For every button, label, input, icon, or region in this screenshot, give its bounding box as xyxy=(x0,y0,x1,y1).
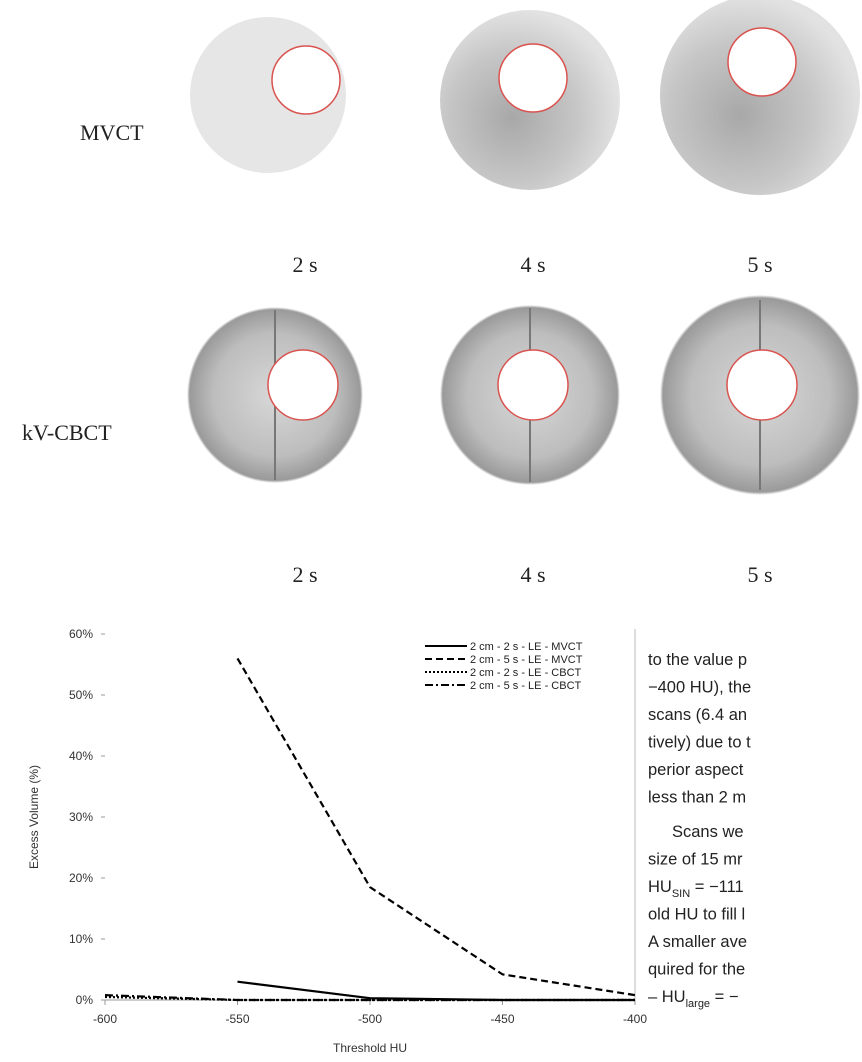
subscript: large xyxy=(686,998,710,1010)
scan-images xyxy=(187,0,860,495)
roi-circle xyxy=(272,46,340,114)
series-line xyxy=(238,982,636,1000)
legend-label: 2 cm - 2 s - LE - CBCT xyxy=(470,667,582,679)
roi-circle xyxy=(727,350,797,420)
body-line: quired for the xyxy=(648,960,745,978)
y-tick-label: 10% xyxy=(69,932,93,946)
y-tick-label: 30% xyxy=(69,810,93,824)
time-label: 2 s xyxy=(292,562,317,587)
roi-circle xyxy=(728,28,796,96)
text-run: Scans we xyxy=(672,823,744,841)
time-label: 5 s xyxy=(747,562,772,587)
text-run: = − xyxy=(710,988,738,1006)
legend-label: 2 cm - 2 s - LE - MVCT xyxy=(470,641,583,653)
body-line: size of 15 mr xyxy=(648,850,743,868)
y-axis-label: Excess Volume (%) xyxy=(27,765,41,869)
legend-label: 2 cm - 5 s - LE - CBCT xyxy=(470,680,582,692)
text-run: to the value p xyxy=(648,651,747,669)
body-line: tively) due to t xyxy=(648,734,751,752)
body-line: A smaller ave xyxy=(648,933,747,951)
y-tick-label: 0% xyxy=(76,993,94,1007)
y-tick-label: 20% xyxy=(69,871,93,885)
body-line: to the value p xyxy=(648,651,747,669)
subscript: SIN xyxy=(672,888,690,900)
x-tick-label: -600 xyxy=(93,1012,117,1026)
roi-circle xyxy=(498,350,568,420)
roi-circle xyxy=(268,350,338,420)
text-run: A smaller ave xyxy=(648,933,747,951)
body-line: less than 2 m xyxy=(648,789,746,807)
text-run: = −111 xyxy=(690,878,744,896)
x-tick-label: -550 xyxy=(225,1012,249,1026)
time-label: 5 s xyxy=(747,252,772,277)
text-run: less than 2 m xyxy=(648,789,746,807)
text-run: perior aspect xyxy=(648,761,744,779)
body-line: scans (6.4 an xyxy=(648,706,747,724)
roi-circle xyxy=(499,44,567,112)
text-run: quired for the xyxy=(648,960,745,978)
legend-label: 2 cm - 5 s - LE - MVCT xyxy=(470,654,583,666)
text-run: HU xyxy=(648,878,672,896)
time-label: 2 s xyxy=(292,252,317,277)
text-run: scans (6.4 an xyxy=(648,706,747,724)
time-label: 4 s xyxy=(520,252,545,277)
y-tick-label: 40% xyxy=(69,749,93,763)
time-label: 4 s xyxy=(520,562,545,587)
x-axis-label: Threshold HU xyxy=(333,1041,407,1055)
body-line: −400 HU), the xyxy=(648,679,751,697)
y-tick-label: 60% xyxy=(69,627,93,641)
body-line: old HU to fill l xyxy=(648,905,745,923)
body-line: HUSIN = −111 xyxy=(648,878,744,900)
x-tick-label: -450 xyxy=(490,1012,514,1026)
series-line xyxy=(238,658,636,995)
body-line: perior aspect xyxy=(648,761,744,779)
x-tick-label: -500 xyxy=(358,1012,382,1026)
text-run: tively) due to t xyxy=(648,734,751,752)
row-label: kV-CBCT xyxy=(22,420,112,445)
body-line: Scans we xyxy=(672,823,744,841)
page: MVCT kV-CBCT 2 s 4 s 5 s 2 s 4 s 5 s 0% 10% 20% 30%… xyxy=(0,0,862,1062)
y-tick-label: 50% xyxy=(69,688,93,702)
text-run: size of 15 mr xyxy=(648,850,743,868)
text-run: old HU to fill l xyxy=(648,905,745,923)
row-label: MVCT xyxy=(80,120,144,145)
text-run: −400 HU), the xyxy=(648,679,751,697)
text-run: – HU xyxy=(648,988,686,1006)
body-line: – HUlarge = − xyxy=(648,988,739,1010)
x-tick-label: -400 xyxy=(623,1012,647,1026)
